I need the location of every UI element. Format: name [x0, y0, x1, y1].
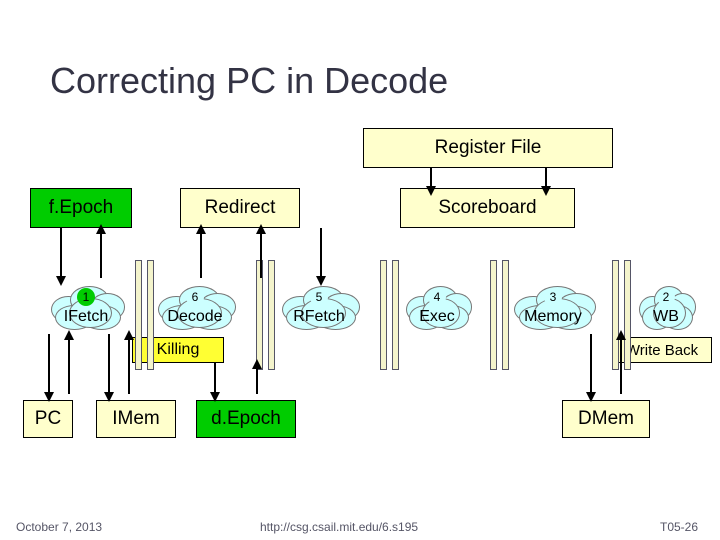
arrowhead-3 [256, 224, 266, 234]
arrow-1 [100, 232, 102, 278]
arrowhead-7 [44, 392, 54, 402]
pc-box: PC [23, 400, 73, 438]
pipeline-register-8 [612, 260, 619, 370]
arrowhead-6 [541, 186, 551, 196]
rfetch-stage: 5RFetch [278, 284, 360, 330]
exec-stage: 4Exec [402, 284, 472, 330]
pipeline-register-7 [502, 260, 509, 370]
arrow-8 [68, 338, 70, 394]
redirect-box: Redirect [180, 188, 300, 228]
ifetch-stage: 1IFetch [47, 284, 125, 330]
arrow-14 [620, 338, 622, 394]
pipeline-register-6 [490, 260, 497, 370]
arrow-7 [48, 334, 50, 394]
pipeline-register-9 [624, 260, 631, 370]
arrowhead-0 [56, 276, 66, 286]
imem-box: IMem [96, 400, 176, 438]
killing-box: Killing [132, 337, 224, 363]
arrow-9 [108, 334, 110, 394]
arrowhead-11 [210, 392, 220, 402]
arrow-11 [214, 363, 216, 394]
arrowhead-10 [124, 330, 134, 340]
register_file-box: Register File [363, 128, 613, 168]
pipeline-register-0 [135, 260, 142, 370]
memory-stage: 3Memory [510, 284, 596, 330]
fepoch-box: f.Epoch [30, 188, 132, 228]
arrowhead-14 [616, 330, 626, 340]
arrow-0 [60, 228, 62, 278]
arrowhead-8 [64, 330, 74, 340]
pipeline-register-4 [380, 260, 387, 370]
footer-url: http://csg.csail.mit.edu/6.s195 [260, 520, 418, 534]
arrow-2 [200, 232, 202, 278]
pipeline-register-5 [392, 260, 399, 370]
footer-date: October 7, 2013 [16, 520, 102, 534]
pipeline-register-1 [147, 260, 154, 370]
arrowhead-2 [196, 224, 206, 234]
arrowhead-9 [104, 392, 114, 402]
arrowhead-4 [316, 276, 326, 286]
arrow-13 [590, 334, 592, 394]
arrow-10 [128, 338, 130, 394]
decode-stage: 6Decode [154, 284, 236, 330]
page-title: Correcting PC in Decode [50, 60, 448, 102]
arrow-4 [320, 228, 322, 278]
arrowhead-5 [426, 186, 436, 196]
depoch-box: d.Epoch [196, 400, 296, 438]
wb-stage: 2WB [636, 284, 696, 330]
pipeline-register-3 [268, 260, 275, 370]
arrow-5 [430, 168, 432, 188]
arrowhead-1 [96, 224, 106, 234]
arrow-12 [256, 367, 258, 394]
arrow-3 [260, 232, 262, 278]
arrow-6 [545, 168, 547, 188]
arrowhead-12 [252, 359, 262, 369]
dmem-box: DMem [562, 400, 650, 438]
arrowhead-13 [586, 392, 596, 402]
footer-slide: T05-26 [660, 520, 698, 534]
